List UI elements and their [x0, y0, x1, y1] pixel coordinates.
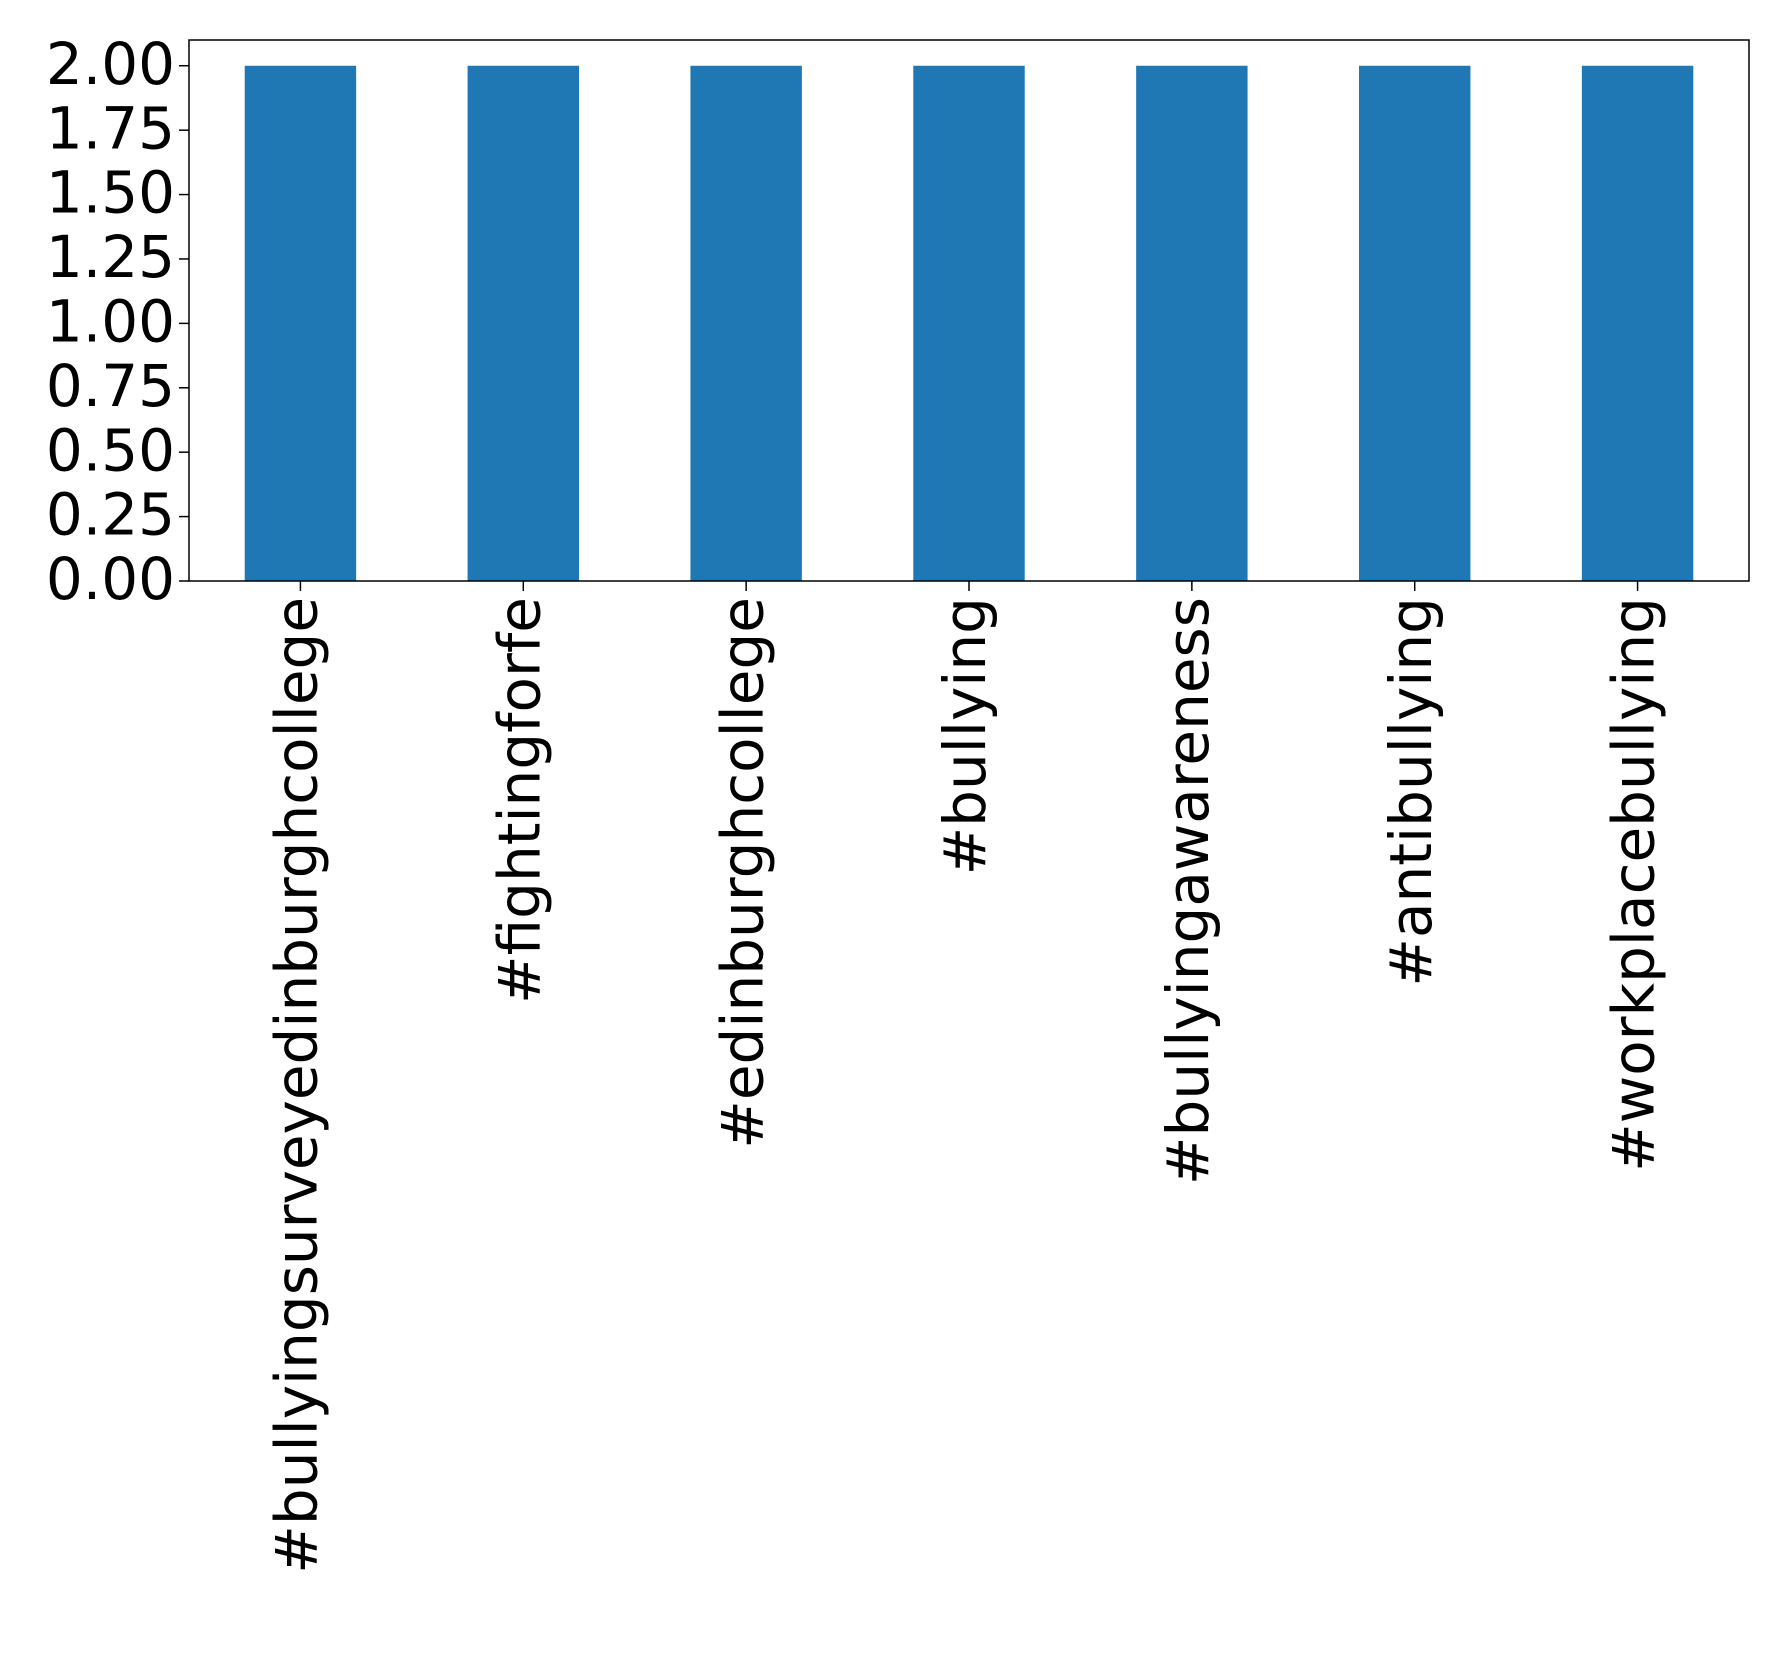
- bar: [913, 65, 1025, 581]
- y-tick-label: 1.25: [46, 223, 175, 291]
- x-tick-label: #bullyingawareness: [1154, 597, 1222, 1185]
- x-tick-label: #fightingforfe: [485, 597, 553, 1004]
- x-tick-label: #edinburghcollege: [708, 597, 776, 1149]
- bar: [244, 65, 357, 581]
- plot-frame: [188, 39, 1750, 582]
- y-tick-label: 1.00: [46, 287, 175, 355]
- y-tick-label: 0.50: [46, 416, 175, 484]
- x-tick-label: #antibullying: [1377, 597, 1445, 987]
- y-tick-label: 0.75: [46, 352, 175, 420]
- x-tick-label: #bullying: [931, 597, 999, 875]
- x-tick-label: #workplacebullying: [1600, 597, 1668, 1172]
- y-tick-label: 2.00: [46, 30, 175, 98]
- bar: [1136, 65, 1248, 581]
- bar: [1581, 65, 1694, 581]
- bar: [467, 65, 579, 581]
- bar: [690, 65, 802, 581]
- y-tick-label: 1.75: [46, 94, 175, 162]
- bar: [1359, 65, 1471, 581]
- y-tick-label: 1.50: [46, 159, 175, 227]
- x-tick-label: #bullyingsurveyedinburghcollege: [263, 597, 331, 1574]
- y-tick-label: 0.00: [46, 545, 175, 613]
- y-tick-label: 0.25: [46, 481, 175, 549]
